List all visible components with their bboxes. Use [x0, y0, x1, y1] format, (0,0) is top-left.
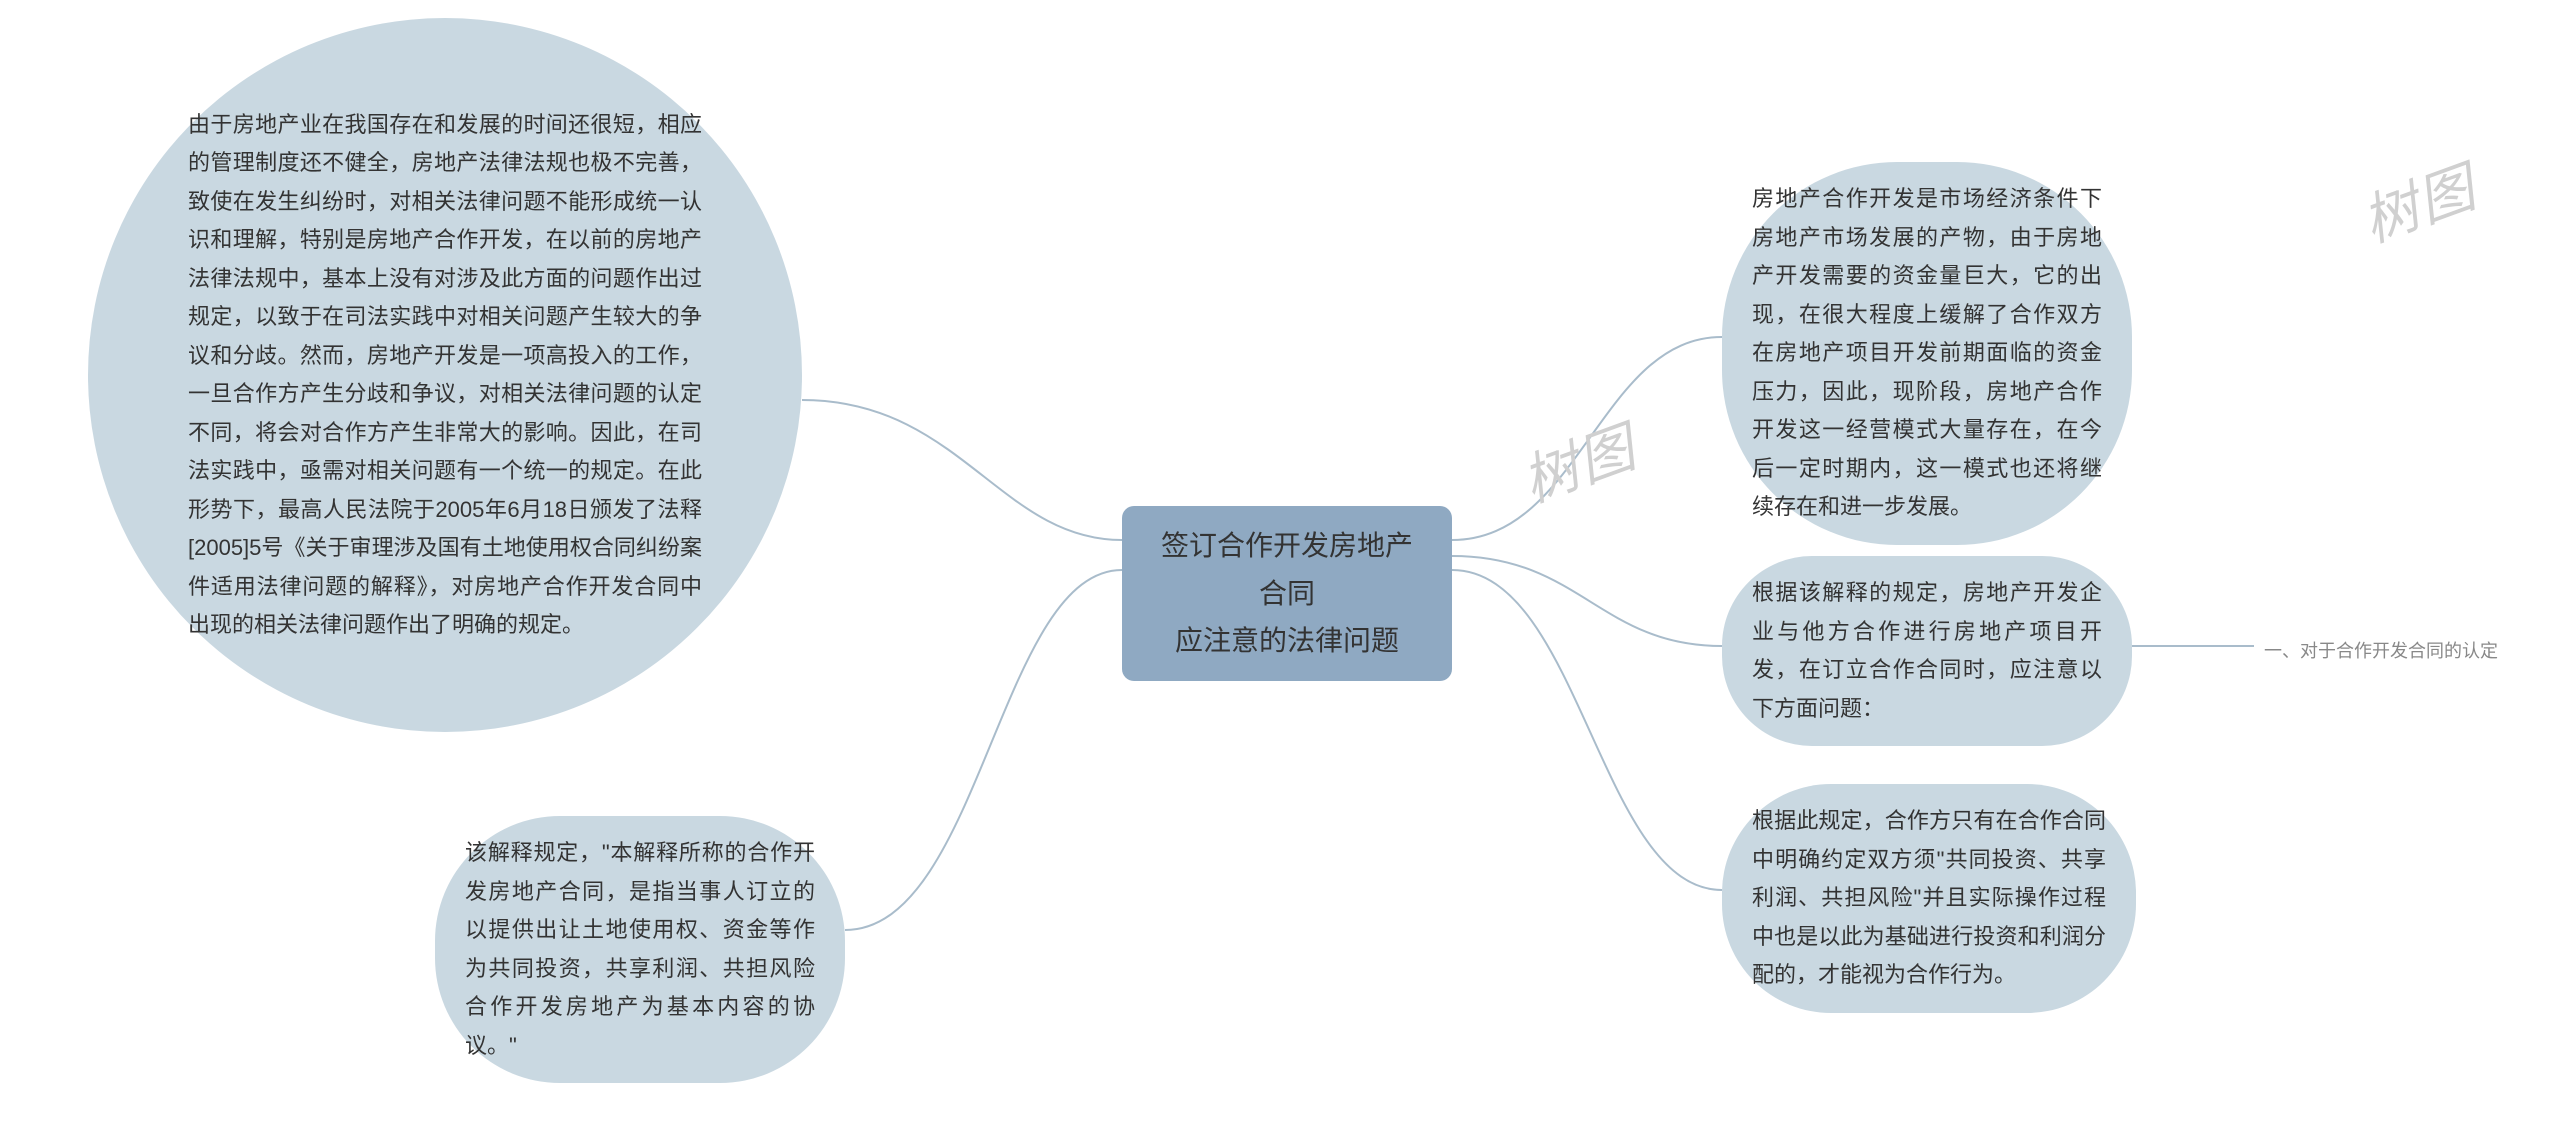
edge [1452, 337, 1722, 540]
edge [1452, 570, 1722, 890]
left-bottom-text: 该解释规定，"本解释所称的合作开发房地产合同，是指当事人订立的以提供出让土地使用… [465, 834, 815, 1065]
center-topic: 签订合作开发房地产合同 应注意的法律问题 [1122, 506, 1452, 681]
right-top-text: 房地产合作开发是市场经济条件下房地产市场发展的产物，由于房地产开发需要的资金量巨… [1752, 180, 2102, 527]
edge [1452, 556, 1722, 646]
watermark: 树图 [1510, 403, 1647, 519]
right-bottom-node: 根据此规定，合作方只有在合作合同中明确约定双方须"共同投资、共享利润、共担风险"… [1722, 784, 2136, 1013]
right-mid-node: 根据该解释的规定，房地产开发企业与他方合作进行房地产项目开发，在订立合作合同时，… [1722, 556, 2132, 746]
watermark: 树图 [2350, 143, 2487, 259]
leaf-node: 一、对于合作开发合同的认定 [2264, 636, 2498, 667]
right-top-node: 房地产合作开发是市场经济条件下房地产市场发展的产物，由于房地产开发需要的资金量巨… [1722, 162, 2132, 545]
center-line2: 应注意的法律问题 [1154, 617, 1420, 665]
edge [845, 570, 1122, 930]
right-mid-text: 根据该解释的规定，房地产开发企业与他方合作进行房地产项目开发，在订立合作合同时，… [1752, 574, 2102, 728]
left-top-node: 由于房地产业在我国存在和发展的时间还很短，相应的管理制度还不健全，房地产法律法规… [88, 18, 802, 732]
center-line1: 签订合作开发房地产合同 [1154, 522, 1420, 617]
right-bottom-text: 根据此规定，合作方只有在合作合同中明确约定双方须"共同投资、共享利润、共担风险"… [1752, 802, 2106, 995]
edge [802, 400, 1122, 540]
left-bottom-node: 该解释规定，"本解释所称的合作开发房地产合同，是指当事人订立的以提供出让土地使用… [435, 816, 845, 1083]
left-top-text: 由于房地产业在我国存在和发展的时间还很短，相应的管理制度还不健全，房地产法律法规… [188, 106, 702, 645]
